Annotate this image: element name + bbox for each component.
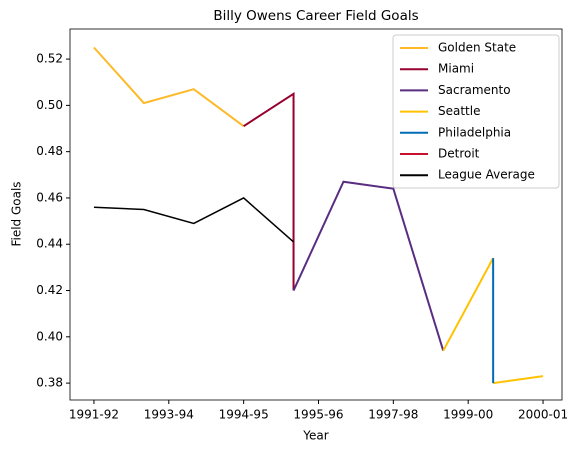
x-tick-label: 1993-94 xyxy=(144,408,194,422)
series-line xyxy=(442,257,544,385)
y-tick-label: 0.52 xyxy=(36,52,63,66)
x-tick-label: 1999-00 xyxy=(443,408,493,422)
y-tick-label: 0.40 xyxy=(36,329,63,343)
legend-label: Miami xyxy=(438,62,474,76)
x-axis-label: Year xyxy=(302,429,328,443)
x-tick-label: 2000-01 xyxy=(518,408,568,422)
legend-label: League Average xyxy=(438,168,535,182)
legend-box xyxy=(392,34,560,189)
y-tick-label: 0.42 xyxy=(36,283,63,297)
y-tick-label: 0.48 xyxy=(36,144,63,158)
legend-label: Golden State xyxy=(438,41,516,55)
chart-title: Billy Owens Career Field Goals xyxy=(213,8,418,24)
series-line xyxy=(292,180,445,351)
x-tick-label: 1995-96 xyxy=(293,408,343,422)
y-tick-label: 0.38 xyxy=(36,376,63,390)
legend-label: Sacramento xyxy=(438,83,511,97)
y-tick-label: 0.50 xyxy=(36,98,63,112)
x-tick-label: 1994-95 xyxy=(219,408,269,422)
plot-frame xyxy=(69,28,563,401)
series-line xyxy=(93,197,295,243)
legend-label: Philadelphia xyxy=(438,125,511,139)
legend-label: Detroit xyxy=(438,147,480,161)
y-axis-label: Field Goals xyxy=(10,181,24,246)
x-tick-label: 1991-92 xyxy=(69,408,119,422)
y-tick-label: 0.44 xyxy=(36,237,63,251)
series-line xyxy=(93,46,245,128)
legend-label: Seattle xyxy=(438,104,480,118)
series-line xyxy=(243,91,295,291)
y-tick-label: 0.46 xyxy=(36,190,63,204)
x-tick-label: 1997-98 xyxy=(368,408,418,422)
